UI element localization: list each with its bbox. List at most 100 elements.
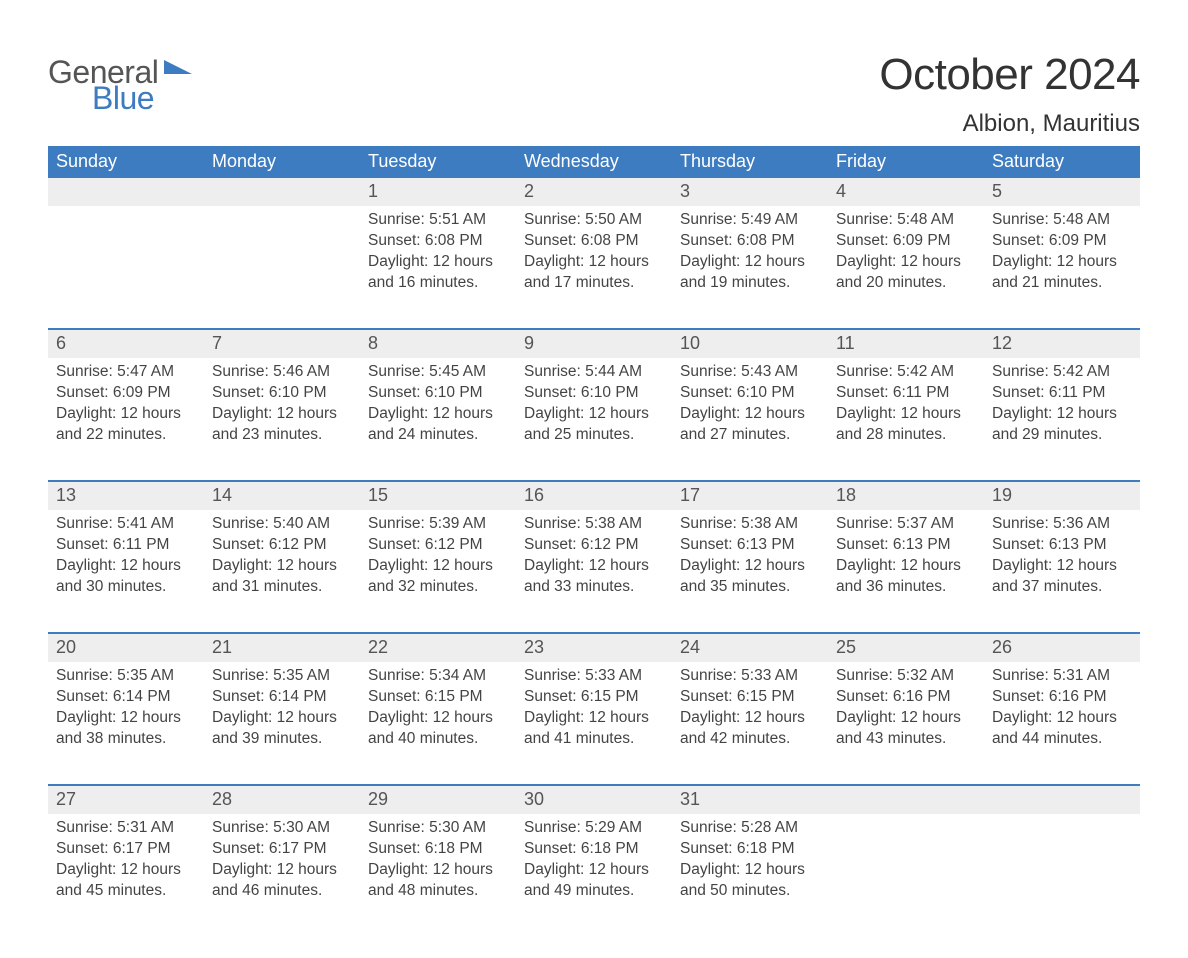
day-cell: Sunrise: 5:42 AMSunset: 6:11 PMDaylight:…: [828, 358, 984, 462]
day-cell: [204, 206, 360, 310]
day-number: 5: [984, 178, 1140, 206]
daylight-line: Daylight: 12 hours and 23 minutes.: [212, 404, 352, 446]
day-cell: Sunrise: 5:45 AMSunset: 6:10 PMDaylight:…: [360, 358, 516, 462]
day-cell: Sunrise: 5:38 AMSunset: 6:13 PMDaylight:…: [672, 510, 828, 614]
week: 13141516171819Sunrise: 5:41 AMSunset: 6:…: [48, 480, 1140, 614]
day-number: [828, 786, 984, 814]
sunrise-line: Sunrise: 5:37 AM: [836, 514, 976, 535]
sunrise-line: Sunrise: 5:39 AM: [368, 514, 508, 535]
daylight-line: Daylight: 12 hours and 46 minutes.: [212, 860, 352, 902]
content-row: Sunrise: 5:35 AMSunset: 6:14 PMDaylight:…: [48, 662, 1140, 766]
sunset-line: Sunset: 6:14 PM: [212, 687, 352, 708]
daylight-line: Daylight: 12 hours and 24 minutes.: [368, 404, 508, 446]
day-cell: Sunrise: 5:30 AMSunset: 6:17 PMDaylight:…: [204, 814, 360, 918]
sunrise-line: Sunrise: 5:42 AM: [992, 362, 1132, 383]
daynum-row: 13141516171819: [48, 482, 1140, 510]
sunset-line: Sunset: 6:15 PM: [368, 687, 508, 708]
day-cell: Sunrise: 5:33 AMSunset: 6:15 PMDaylight:…: [672, 662, 828, 766]
sunset-line: Sunset: 6:13 PM: [680, 535, 820, 556]
day-number: 20: [48, 634, 204, 662]
day-cell: Sunrise: 5:42 AMSunset: 6:11 PMDaylight:…: [984, 358, 1140, 462]
location-label: Albion, Mauritius: [879, 110, 1140, 138]
day-cell: Sunrise: 5:43 AMSunset: 6:10 PMDaylight:…: [672, 358, 828, 462]
weekday-cell: Saturday: [984, 146, 1140, 178]
logo: General Blue: [48, 56, 192, 114]
day-number: 7: [204, 330, 360, 358]
sunrise-line: Sunrise: 5:30 AM: [368, 818, 508, 839]
weekday-cell: Friday: [828, 146, 984, 178]
calendar: SundayMondayTuesdayWednesdayThursdayFrid…: [48, 146, 1140, 918]
sunset-line: Sunset: 6:10 PM: [212, 383, 352, 404]
sunset-line: Sunset: 6:09 PM: [836, 231, 976, 252]
day-cell: [48, 206, 204, 310]
sunset-line: Sunset: 6:17 PM: [212, 839, 352, 860]
day-cell: Sunrise: 5:48 AMSunset: 6:09 PMDaylight:…: [828, 206, 984, 310]
sunset-line: Sunset: 6:18 PM: [368, 839, 508, 860]
day-number: 29: [360, 786, 516, 814]
sunrise-line: Sunrise: 5:48 AM: [836, 210, 976, 231]
day-cell: Sunrise: 5:49 AMSunset: 6:08 PMDaylight:…: [672, 206, 828, 310]
day-cell: Sunrise: 5:36 AMSunset: 6:13 PMDaylight:…: [984, 510, 1140, 614]
day-cell: Sunrise: 5:33 AMSunset: 6:15 PMDaylight:…: [516, 662, 672, 766]
sunrise-line: Sunrise: 5:40 AM: [212, 514, 352, 535]
sunrise-line: Sunrise: 5:32 AM: [836, 666, 976, 687]
sunrise-line: Sunrise: 5:42 AM: [836, 362, 976, 383]
sunset-line: Sunset: 6:14 PM: [56, 687, 196, 708]
day-number: 30: [516, 786, 672, 814]
sunrise-line: Sunrise: 5:47 AM: [56, 362, 196, 383]
daylight-line: Daylight: 12 hours and 50 minutes.: [680, 860, 820, 902]
day-number: 8: [360, 330, 516, 358]
day-number: 31: [672, 786, 828, 814]
content-row: Sunrise: 5:51 AMSunset: 6:08 PMDaylight:…: [48, 206, 1140, 310]
day-number: 27: [48, 786, 204, 814]
sunset-line: Sunset: 6:10 PM: [524, 383, 664, 404]
day-number: 26: [984, 634, 1140, 662]
day-cell: Sunrise: 5:51 AMSunset: 6:08 PMDaylight:…: [360, 206, 516, 310]
sunset-line: Sunset: 6:16 PM: [992, 687, 1132, 708]
day-cell: Sunrise: 5:44 AMSunset: 6:10 PMDaylight:…: [516, 358, 672, 462]
day-cell: Sunrise: 5:47 AMSunset: 6:09 PMDaylight:…: [48, 358, 204, 462]
day-number: 16: [516, 482, 672, 510]
day-cell: Sunrise: 5:29 AMSunset: 6:18 PMDaylight:…: [516, 814, 672, 918]
day-number: 2: [516, 178, 672, 206]
content-row: Sunrise: 5:31 AMSunset: 6:17 PMDaylight:…: [48, 814, 1140, 918]
daylight-line: Daylight: 12 hours and 25 minutes.: [524, 404, 664, 446]
content-row: Sunrise: 5:47 AMSunset: 6:09 PMDaylight:…: [48, 358, 1140, 462]
sunrise-line: Sunrise: 5:48 AM: [992, 210, 1132, 231]
day-cell: Sunrise: 5:35 AMSunset: 6:14 PMDaylight:…: [48, 662, 204, 766]
day-number: 3: [672, 178, 828, 206]
week: 12345Sunrise: 5:51 AMSunset: 6:08 PMDayl…: [48, 178, 1140, 310]
daylight-line: Daylight: 12 hours and 49 minutes.: [524, 860, 664, 902]
sunset-line: Sunset: 6:12 PM: [524, 535, 664, 556]
sunrise-line: Sunrise: 5:44 AM: [524, 362, 664, 383]
day-cell: Sunrise: 5:40 AMSunset: 6:12 PMDaylight:…: [204, 510, 360, 614]
day-number: 15: [360, 482, 516, 510]
daylight-line: Daylight: 12 hours and 48 minutes.: [368, 860, 508, 902]
day-cell: Sunrise: 5:48 AMSunset: 6:09 PMDaylight:…: [984, 206, 1140, 310]
daylight-line: Daylight: 12 hours and 45 minutes.: [56, 860, 196, 902]
day-number: 22: [360, 634, 516, 662]
day-cell: Sunrise: 5:30 AMSunset: 6:18 PMDaylight:…: [360, 814, 516, 918]
day-cell: Sunrise: 5:31 AMSunset: 6:17 PMDaylight:…: [48, 814, 204, 918]
sunset-line: Sunset: 6:11 PM: [56, 535, 196, 556]
sunset-line: Sunset: 6:10 PM: [368, 383, 508, 404]
day-cell: Sunrise: 5:38 AMSunset: 6:12 PMDaylight:…: [516, 510, 672, 614]
sunset-line: Sunset: 6:12 PM: [368, 535, 508, 556]
day-number: 21: [204, 634, 360, 662]
day-cell: Sunrise: 5:34 AMSunset: 6:15 PMDaylight:…: [360, 662, 516, 766]
daylight-line: Daylight: 12 hours and 37 minutes.: [992, 556, 1132, 598]
day-cell: Sunrise: 5:37 AMSunset: 6:13 PMDaylight:…: [828, 510, 984, 614]
sunrise-line: Sunrise: 5:43 AM: [680, 362, 820, 383]
sunrise-line: Sunrise: 5:31 AM: [992, 666, 1132, 687]
sunset-line: Sunset: 6:15 PM: [524, 687, 664, 708]
sunset-line: Sunset: 6:18 PM: [680, 839, 820, 860]
day-cell: [984, 814, 1140, 918]
sunset-line: Sunset: 6:09 PM: [992, 231, 1132, 252]
week: 6789101112Sunrise: 5:47 AMSunset: 6:09 P…: [48, 328, 1140, 462]
sunrise-line: Sunrise: 5:38 AM: [680, 514, 820, 535]
day-cell: Sunrise: 5:41 AMSunset: 6:11 PMDaylight:…: [48, 510, 204, 614]
sunrise-line: Sunrise: 5:33 AM: [524, 666, 664, 687]
sunrise-line: Sunrise: 5:35 AM: [56, 666, 196, 687]
daylight-line: Daylight: 12 hours and 28 minutes.: [836, 404, 976, 446]
sunrise-line: Sunrise: 5:33 AM: [680, 666, 820, 687]
